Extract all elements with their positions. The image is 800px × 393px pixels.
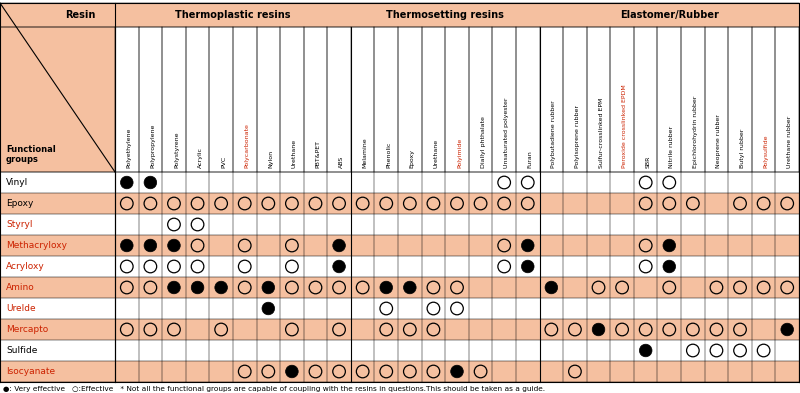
- Text: Polystyrene: Polystyrene: [174, 132, 179, 168]
- Text: Furan: Furan: [528, 150, 533, 168]
- Text: Nylon: Nylon: [268, 150, 274, 168]
- Bar: [0, 235, 799, 256]
- Text: Polybutadiene rubber: Polybutadiene rubber: [551, 100, 556, 168]
- Bar: [0, 214, 799, 235]
- Bar: [0, 193, 799, 214]
- Text: PBT&PET: PBT&PET: [315, 140, 321, 168]
- Bar: [0, 277, 799, 298]
- Circle shape: [215, 281, 227, 294]
- Text: Polyisoprene rubber: Polyisoprene rubber: [575, 105, 580, 168]
- Circle shape: [450, 365, 463, 378]
- Circle shape: [639, 344, 652, 357]
- Text: Polycarbonate: Polycarbonate: [245, 123, 250, 168]
- Text: Phenolic: Phenolic: [386, 141, 391, 168]
- Circle shape: [380, 281, 393, 294]
- Text: Polyethylene: Polyethylene: [126, 128, 132, 168]
- Text: Urethane: Urethane: [434, 139, 438, 168]
- Bar: [0, 256, 799, 277]
- Text: Acrylic: Acrylic: [198, 147, 202, 168]
- Text: Urethane: Urethane: [292, 139, 297, 168]
- Text: Nitrile rubber: Nitrile rubber: [670, 126, 674, 168]
- Text: ●: Very effective   ○:Effective   * Not all the functional groups are capable of: ●: Very effective ○:Effective * Not all …: [3, 386, 545, 392]
- Circle shape: [168, 239, 180, 252]
- Circle shape: [262, 302, 274, 315]
- Text: Peroxide crosslinked EPDM: Peroxide crosslinked EPDM: [622, 84, 627, 168]
- Circle shape: [121, 239, 133, 252]
- Text: Styryl: Styryl: [6, 220, 33, 229]
- Text: Thermoplastic resins: Thermoplastic resins: [175, 10, 290, 20]
- Bar: [0, 3, 115, 172]
- Bar: [115, 27, 799, 172]
- Text: Neoprene rubber: Neoprene rubber: [717, 114, 722, 168]
- Text: Elastomer/Rubber: Elastomer/Rubber: [620, 10, 718, 20]
- Text: ABS: ABS: [339, 156, 344, 168]
- Bar: [0, 340, 799, 361]
- Circle shape: [144, 176, 157, 189]
- Text: Polysulfide: Polysulfide: [764, 134, 769, 168]
- Text: Unsaturated polyester: Unsaturated polyester: [504, 97, 509, 168]
- Circle shape: [333, 260, 346, 273]
- Circle shape: [781, 323, 794, 336]
- Text: Epichlorohydrin rubber: Epichlorohydrin rubber: [693, 95, 698, 168]
- Text: Butyl rubber: Butyl rubber: [740, 129, 745, 168]
- Circle shape: [592, 323, 605, 336]
- Circle shape: [522, 239, 534, 252]
- Circle shape: [663, 239, 675, 252]
- Bar: [0, 172, 799, 193]
- Text: SBR: SBR: [646, 156, 650, 168]
- Circle shape: [262, 281, 274, 294]
- Text: PVC: PVC: [221, 156, 226, 168]
- Circle shape: [522, 260, 534, 273]
- Circle shape: [545, 281, 558, 294]
- Bar: [0, 319, 799, 340]
- Text: Functional
groups: Functional groups: [6, 145, 56, 164]
- Text: Vinyl: Vinyl: [6, 178, 28, 187]
- Circle shape: [333, 239, 346, 252]
- Bar: [0, 361, 799, 382]
- Bar: [0, 298, 799, 319]
- Text: Urelde: Urelde: [6, 304, 36, 313]
- Text: Epoxy: Epoxy: [6, 199, 34, 208]
- Text: Amino: Amino: [6, 283, 34, 292]
- Text: Polypropylene: Polypropylene: [150, 124, 155, 168]
- Text: Thermosetting resins: Thermosetting resins: [386, 10, 504, 20]
- Text: Urethane rubber: Urethane rubber: [787, 116, 792, 168]
- Text: Polyimide: Polyimide: [457, 138, 462, 168]
- Text: Diallyl phthalate: Diallyl phthalate: [481, 116, 486, 168]
- Circle shape: [286, 365, 298, 378]
- Circle shape: [663, 260, 675, 273]
- Text: Methacryloxy: Methacryloxy: [6, 241, 67, 250]
- Text: Melamine: Melamine: [362, 138, 368, 168]
- Circle shape: [403, 281, 416, 294]
- Text: Epoxy: Epoxy: [410, 149, 415, 168]
- Circle shape: [144, 239, 157, 252]
- Text: Sulfur-crosslinked EPM: Sulfur-crosslinked EPM: [598, 97, 603, 168]
- Text: Resin: Resin: [66, 10, 96, 20]
- Text: Acryloxy: Acryloxy: [6, 262, 45, 271]
- Text: Sulfide: Sulfide: [6, 346, 38, 355]
- Text: Isocyanate: Isocyanate: [6, 367, 55, 376]
- Circle shape: [191, 281, 204, 294]
- Text: Mercapto: Mercapto: [6, 325, 48, 334]
- Circle shape: [168, 281, 180, 294]
- Circle shape: [121, 176, 133, 189]
